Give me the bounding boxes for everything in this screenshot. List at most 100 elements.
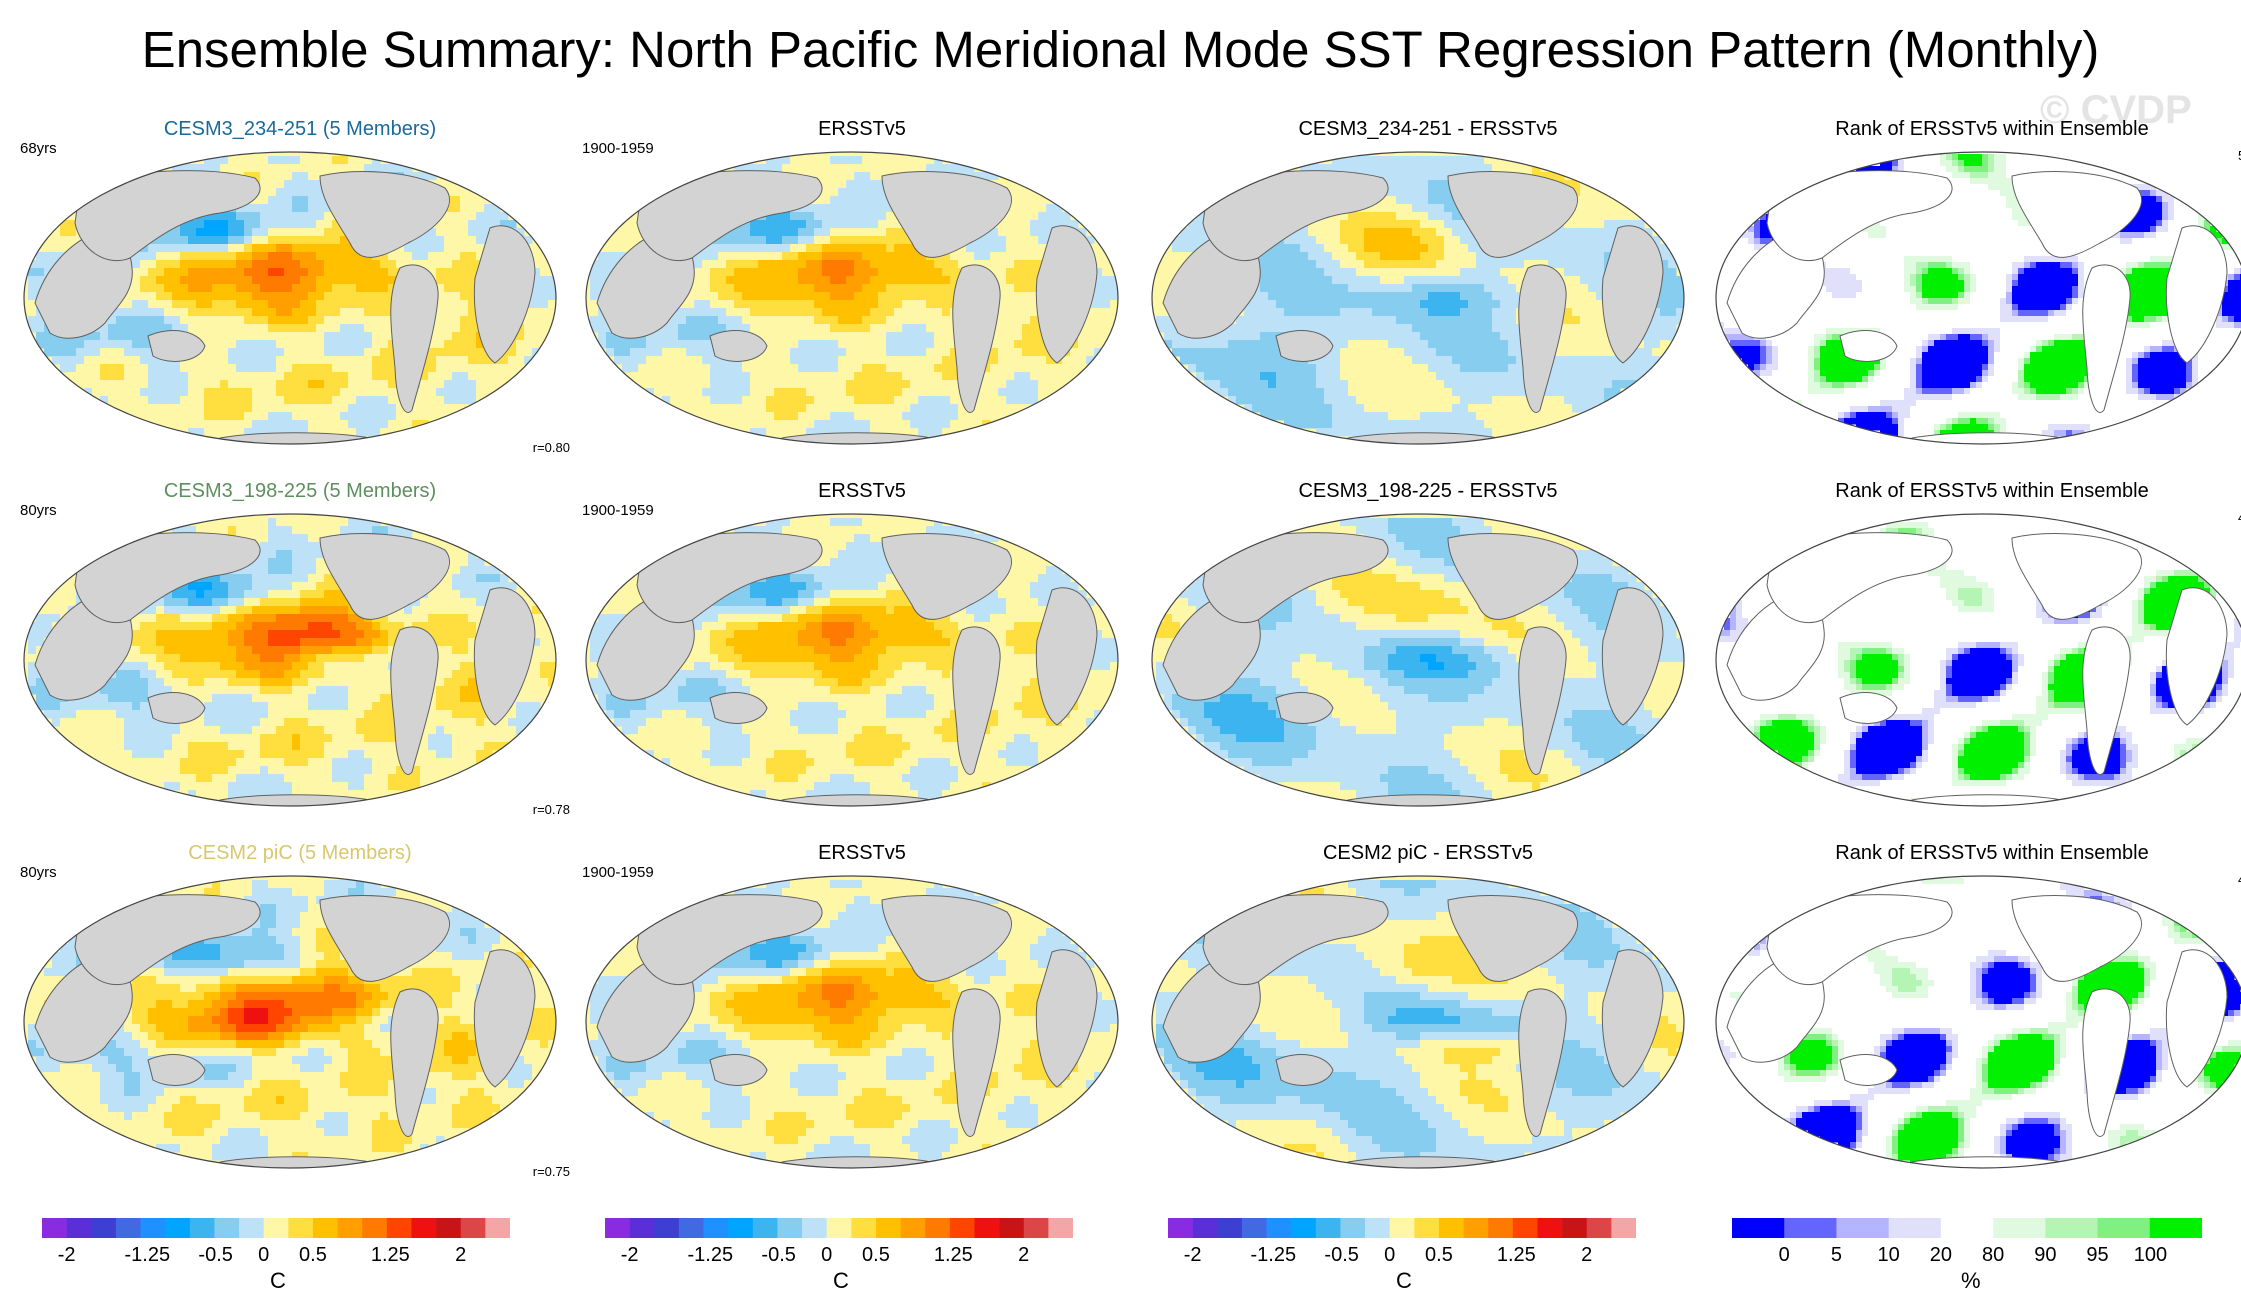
map-cell [364, 260, 373, 269]
map-cell [758, 372, 767, 381]
map-cell [292, 196, 301, 205]
map-cell [284, 308, 293, 317]
map-cell [910, 412, 919, 421]
map-cell [950, 276, 959, 285]
map-cell [356, 340, 365, 349]
map-cell [1364, 220, 1373, 229]
map-cell [862, 228, 871, 237]
map-cell [742, 420, 751, 429]
map-cell [1308, 228, 1317, 237]
map-cell [268, 428, 277, 437]
map-cell [1102, 268, 1111, 277]
map-cell [1476, 292, 1485, 301]
map-cell [132, 284, 141, 293]
map-cell [990, 268, 999, 277]
map-cell [1468, 244, 1477, 253]
map-cell [196, 324, 205, 333]
map-cell [300, 308, 309, 317]
map-cell [782, 300, 791, 309]
map-cell [782, 276, 791, 285]
map-cell [1300, 316, 1309, 325]
map-cell [1372, 260, 1381, 269]
map-cell [1094, 292, 1103, 301]
map-cell [678, 356, 687, 365]
map-cell [766, 396, 775, 405]
map-cell [1380, 284, 1389, 293]
map-cell [1500, 268, 1509, 277]
map-cell [974, 244, 983, 253]
map-cell [412, 260, 421, 269]
map-cell [220, 252, 229, 261]
map-cell [116, 332, 125, 341]
map-cell [718, 380, 727, 389]
map-cell [260, 172, 269, 181]
map-cell [822, 292, 831, 301]
map-cell [1612, 204, 1621, 213]
map-cell [228, 412, 237, 421]
map-cell [244, 340, 253, 349]
map-cell [380, 396, 389, 405]
map-cell [284, 228, 293, 237]
map-cell [276, 316, 285, 325]
map-cell [540, 300, 549, 309]
map-cell [292, 340, 301, 349]
map-cell [228, 324, 237, 333]
map-cell [790, 356, 799, 365]
map-cell [878, 404, 887, 413]
map-cell [1022, 252, 1031, 261]
map-cell [412, 172, 421, 181]
map-cell [1412, 276, 1421, 285]
map-cell [276, 244, 285, 253]
map-cell [156, 420, 165, 429]
map-cell [260, 396, 269, 405]
map-cell [1436, 260, 1445, 269]
map-cell [1086, 340, 1095, 349]
map-cell [1372, 276, 1381, 285]
map-cell [998, 348, 1007, 357]
map-cell [244, 284, 253, 293]
map-cell [614, 244, 623, 253]
map-cell [468, 236, 477, 245]
map-cell [1412, 284, 1421, 293]
map-cell [372, 260, 381, 269]
map-cell [718, 412, 727, 421]
map-cell [1022, 292, 1031, 301]
map-cell [436, 324, 445, 333]
map-cell [862, 412, 871, 421]
map-cell [878, 412, 887, 421]
map-cell [140, 396, 149, 405]
map-cell [814, 420, 823, 429]
map-cell [1006, 228, 1015, 237]
map-cell [196, 300, 205, 309]
map-cell [140, 276, 149, 285]
map-cell [316, 284, 325, 293]
map-cell [524, 324, 533, 333]
map-cell [854, 404, 863, 413]
map-cell [100, 356, 109, 365]
map-cell [1468, 308, 1477, 317]
map-cell [878, 380, 887, 389]
map-cell [830, 428, 839, 437]
map-cell [1676, 300, 1684, 309]
map-cell [790, 252, 799, 261]
map-cell [452, 244, 461, 253]
map-cell [532, 324, 541, 333]
map-cell [822, 308, 831, 317]
map-cell [1340, 308, 1349, 317]
map-cell [1404, 196, 1413, 205]
map-cell [476, 380, 485, 389]
map-cell [1508, 292, 1517, 301]
map-cell [694, 292, 703, 301]
map-cell [172, 420, 181, 429]
map-cell [774, 412, 783, 421]
map-cell [926, 412, 935, 421]
map-cell [798, 348, 807, 357]
map-cell [846, 332, 855, 341]
map-cell [340, 412, 349, 421]
map-cell [236, 396, 245, 405]
map-cell [750, 364, 759, 373]
map-cell [356, 404, 365, 413]
map-cell [726, 308, 735, 317]
map-cell [678, 372, 687, 381]
map-cell [846, 252, 855, 261]
